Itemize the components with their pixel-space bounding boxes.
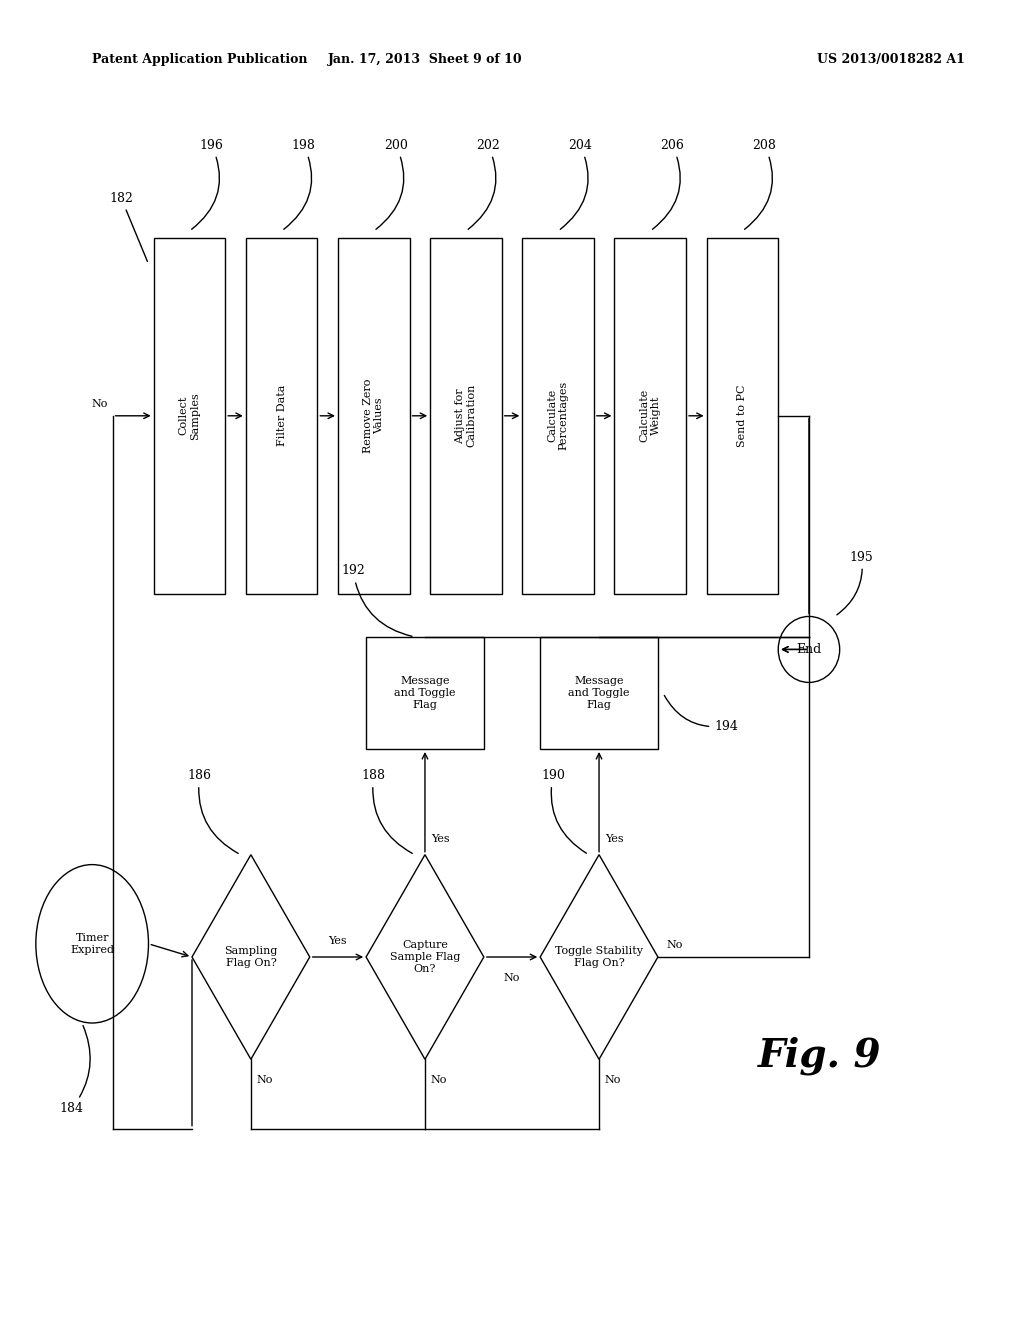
- Text: 184: 184: [59, 1026, 90, 1115]
- Bar: [541, 638, 657, 750]
- Polygon shape: [193, 855, 309, 1059]
- Text: 188: 188: [361, 770, 413, 854]
- Polygon shape: [541, 855, 657, 1059]
- Text: No: No: [604, 1074, 621, 1085]
- Text: 200: 200: [376, 139, 408, 230]
- Text: 208: 208: [744, 139, 776, 230]
- Text: Fig. 9: Fig. 9: [758, 1036, 881, 1076]
- Text: No: No: [504, 973, 520, 983]
- Text: No: No: [430, 1074, 446, 1085]
- Text: Adjust for
Calibration: Adjust for Calibration: [455, 384, 477, 447]
- Text: Yes: Yes: [329, 936, 347, 946]
- Text: Timer
Expired: Timer Expired: [71, 933, 114, 954]
- Text: Calculate
Percentages: Calculate Percentages: [547, 381, 569, 450]
- Text: No: No: [91, 399, 108, 409]
- Text: Message
and Toggle
Flag: Message and Toggle Flag: [394, 676, 456, 710]
- Text: Jan. 17, 2013  Sheet 9 of 10: Jan. 17, 2013 Sheet 9 of 10: [328, 53, 522, 66]
- Text: Filter Data: Filter Data: [276, 385, 287, 446]
- Text: Collect
Samples: Collect Samples: [178, 392, 201, 440]
- Text: 182: 182: [110, 191, 147, 261]
- Text: Sampling
Flag On?: Sampling Flag On?: [224, 946, 278, 968]
- Text: US 2013/0018282 A1: US 2013/0018282 A1: [817, 53, 965, 66]
- Text: 204: 204: [560, 139, 592, 230]
- Ellipse shape: [778, 616, 840, 682]
- Text: 206: 206: [652, 139, 684, 230]
- Text: Calculate
Weight: Calculate Weight: [639, 389, 662, 442]
- Text: Yes: Yes: [605, 834, 624, 845]
- Text: No: No: [256, 1074, 272, 1085]
- Polygon shape: [367, 855, 483, 1059]
- Text: 202: 202: [468, 139, 500, 230]
- Text: Remove Zero
Values: Remove Zero Values: [362, 379, 385, 453]
- Text: Send to PC: Send to PC: [737, 384, 748, 447]
- Text: Toggle Stability
Flag On?: Toggle Stability Flag On?: [555, 946, 643, 968]
- Text: 196: 196: [191, 139, 223, 230]
- Bar: [707, 238, 778, 594]
- Text: 190: 190: [541, 770, 587, 853]
- Text: Yes: Yes: [431, 834, 450, 845]
- Bar: [154, 238, 225, 594]
- Text: 198: 198: [284, 139, 315, 230]
- Text: 186: 186: [187, 770, 239, 854]
- Bar: [246, 238, 317, 594]
- Bar: [614, 238, 686, 594]
- Text: No: No: [666, 940, 682, 950]
- Text: 195: 195: [837, 550, 873, 615]
- Text: Capture
Sample Flag
On?: Capture Sample Flag On?: [390, 940, 460, 974]
- Text: 194: 194: [665, 696, 738, 733]
- Bar: [367, 638, 483, 750]
- Bar: [522, 238, 594, 594]
- Text: Message
and Toggle
Flag: Message and Toggle Flag: [568, 676, 630, 710]
- Text: End: End: [797, 643, 821, 656]
- Ellipse shape: [36, 865, 148, 1023]
- Bar: [430, 238, 502, 594]
- Text: Patent Application Publication: Patent Application Publication: [92, 53, 307, 66]
- Bar: [338, 238, 410, 594]
- Text: 192: 192: [341, 565, 412, 636]
